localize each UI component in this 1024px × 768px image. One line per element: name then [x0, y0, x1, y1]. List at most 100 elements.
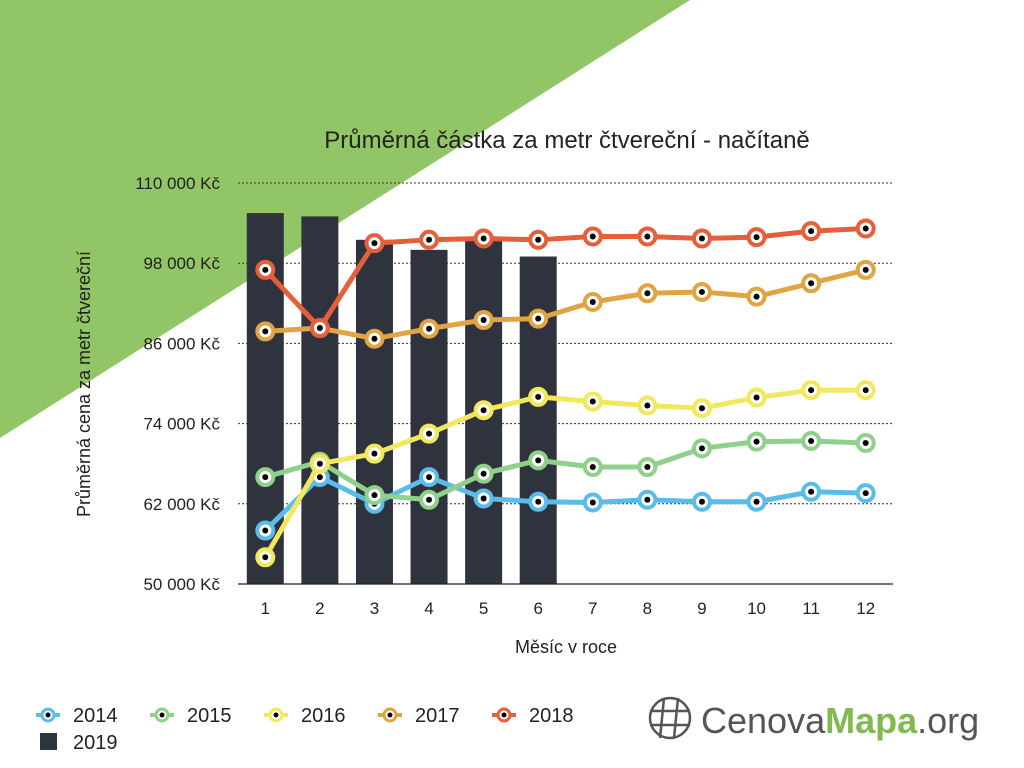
globe-grid-icon: [648, 696, 692, 740]
point-center: [316, 325, 323, 332]
point-center: [480, 470, 487, 477]
point-center: [753, 438, 760, 445]
series-2018: [255, 218, 876, 339]
point-center: [753, 498, 760, 505]
x-tick-label: 10: [747, 599, 766, 618]
x-tick-label: 11: [802, 599, 820, 618]
point-center: [644, 233, 651, 240]
bar-2019: [355, 239, 393, 584]
x-tick-label: 12: [856, 599, 875, 618]
point-center: [371, 335, 378, 342]
point-center: [698, 405, 705, 412]
legend-label: 2019: [73, 732, 118, 754]
legend-item-2016: 2016: [264, 705, 346, 727]
legend-marker-center: [273, 712, 279, 718]
x-tick-label: 4: [424, 599, 433, 618]
point-center: [698, 235, 705, 242]
point-center: [535, 315, 542, 322]
point-center: [371, 450, 378, 457]
y-tick-label: 62 000 Kč: [143, 495, 220, 514]
point-center: [589, 499, 596, 506]
legend-marker-center: [45, 712, 51, 718]
point-center: [426, 474, 433, 481]
legend-label: 2016: [301, 705, 346, 727]
point-center: [808, 387, 815, 394]
point-center: [808, 437, 815, 444]
point-center: [316, 460, 323, 467]
x-tick-label: 3: [370, 599, 379, 618]
series-2014: [255, 467, 876, 541]
legend-label: 2014: [73, 705, 118, 727]
logo-text-org: .org: [917, 700, 979, 741]
point-center: [262, 554, 269, 561]
x-axis-label: Měsíc v roce: [515, 637, 617, 657]
point-center: [808, 280, 815, 287]
x-tick-label: 1: [261, 599, 270, 618]
point-center: [316, 474, 323, 481]
point-center: [262, 328, 269, 335]
x-tick-label: 2: [315, 599, 324, 618]
logo-text-mapa: Mapa: [825, 700, 918, 741]
point-center: [480, 407, 487, 414]
legend-label: 2018: [529, 705, 574, 727]
point-center: [862, 439, 869, 446]
point-center: [480, 235, 487, 242]
point-center: [589, 464, 596, 471]
point-center: [698, 445, 705, 452]
point-center: [535, 393, 542, 400]
bar-2019: [410, 249, 448, 585]
point-center: [371, 240, 378, 247]
point-center: [589, 233, 596, 240]
x-tick-label: 8: [643, 599, 652, 618]
bar-2019: [301, 216, 339, 584]
series-2016: [255, 380, 876, 568]
x-tick-label: 5: [479, 599, 488, 618]
legend: 2014 2015 2016 2017 2018 2019: [36, 705, 574, 754]
point-center: [262, 527, 269, 534]
point-center: [644, 290, 651, 297]
point-center: [862, 266, 869, 273]
series-line-2016: [262, 387, 869, 560]
legend-marker-center: [387, 712, 393, 718]
point-center: [862, 490, 869, 497]
series-2017: [255, 259, 876, 349]
legend-marker-center: [159, 712, 165, 718]
point-center: [426, 496, 433, 503]
point-center: [426, 236, 433, 243]
y-tick-label: 98 000 Kč: [143, 254, 220, 273]
point-center: [262, 474, 269, 481]
point-center: [753, 234, 760, 241]
point-center: [535, 498, 542, 505]
point-center: [808, 228, 815, 235]
legend-marker-center: [501, 712, 507, 718]
legend-item-2014: 2014: [36, 705, 118, 727]
point-center: [480, 495, 487, 502]
point-center: [808, 488, 815, 495]
legend-item-2017: 2017: [378, 705, 460, 727]
legend-label: 2015: [187, 705, 232, 727]
legend-item-2018: 2018: [492, 705, 574, 727]
y-tick-labels: 50 000 Kč 62 000 Kč 74 000 Kč 86 000 Kč 98 0…: [135, 174, 220, 594]
point-center: [371, 492, 378, 499]
x-tick-label: 6: [533, 599, 542, 618]
point-center: [426, 430, 433, 437]
point-center: [644, 402, 651, 409]
gridlines: [238, 182, 893, 505]
series-lines: [255, 218, 876, 568]
y-tick-label: 74 000 Kč: [143, 415, 220, 434]
series-line-2015: [262, 438, 869, 503]
point-center: [535, 236, 542, 243]
bar-2019: [519, 256, 557, 584]
y-tick-label: 110 000 Kč: [135, 174, 220, 193]
logo: CenovaMapa.org: [648, 696, 979, 741]
point-center: [262, 266, 269, 273]
point-center: [480, 317, 487, 324]
x-tick-label: 9: [697, 599, 706, 618]
legend-item-2019: 2019: [40, 732, 118, 754]
point-center: [589, 298, 596, 305]
chart-title: Průměrná částka za metr čtvereční - načí…: [324, 127, 810, 154]
y-tick-label: 86 000 Kč: [143, 334, 220, 353]
point-center: [535, 457, 542, 464]
point-center: [862, 225, 869, 232]
